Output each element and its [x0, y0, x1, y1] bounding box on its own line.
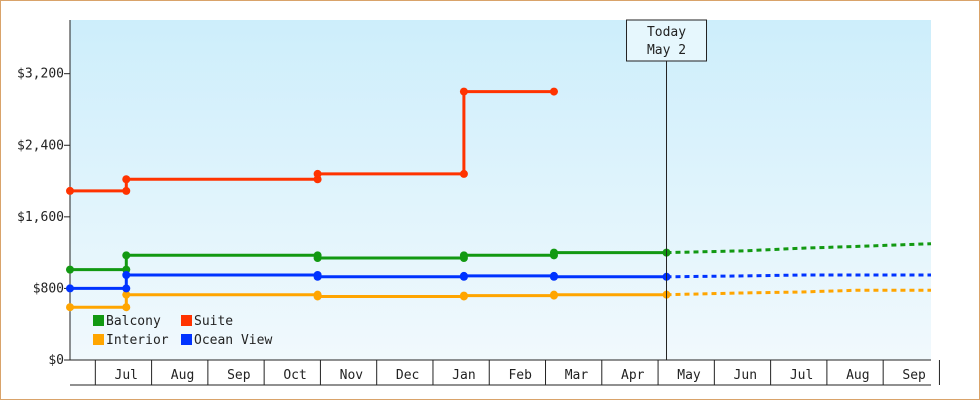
series-forecast-line: [666, 242, 932, 255]
series-point: [122, 290, 131, 299]
today-date: May 2: [647, 43, 686, 58]
series-point: [459, 271, 468, 280]
plot-area: [70, 20, 931, 360]
y-tick-label: $3,200: [17, 67, 64, 82]
month-label: Dec: [396, 368, 419, 383]
month-label: May: [677, 368, 701, 383]
series-point: [313, 169, 322, 178]
legend-swatch: [93, 334, 104, 345]
series-point: [459, 87, 468, 96]
series-point: [122, 251, 131, 260]
series-ocean-view: [66, 271, 931, 293]
month-label: Apr: [621, 368, 645, 383]
series-forecast-line: [666, 288, 931, 297]
series-point: [313, 292, 322, 301]
series-point: [122, 271, 131, 279]
today-box: [626, 19, 708, 62]
series-point: [122, 175, 131, 184]
series-point: [122, 186, 131, 195]
series-forecast-line: [666, 273, 931, 279]
series-point: [122, 303, 131, 312]
series-suite: [66, 87, 558, 195]
today-label: Today: [647, 25, 686, 40]
series-point: [459, 291, 468, 300]
legend-item: Suite: [181, 314, 233, 329]
series-point: [549, 272, 558, 281]
series-point: [549, 290, 558, 299]
month-label: Jul: [115, 368, 138, 383]
y-tick-label: $800: [33, 281, 64, 296]
legend-label: Suite: [194, 314, 233, 329]
month-label: Aug: [846, 368, 869, 383]
month-label: Oct: [283, 368, 306, 383]
legend-label: Balcony: [106, 314, 161, 329]
series-point: [66, 265, 74, 274]
y-tick-label: $1,600: [17, 210, 64, 225]
series-interior: [66, 288, 931, 312]
month-label: Aug: [171, 368, 194, 383]
series-point: [66, 284, 74, 293]
month-label: Mar: [565, 368, 589, 383]
legend-label: Ocean View: [194, 333, 272, 348]
series-point: [313, 272, 322, 281]
legend-swatch: [93, 315, 104, 326]
month-label: Jun: [734, 368, 757, 383]
y-tick-label: $2,400: [17, 138, 64, 153]
legend-item: Balcony: [93, 314, 161, 329]
month-label: Feb: [508, 368, 532, 383]
month-label: Sep: [227, 368, 251, 383]
month-label: Nov: [340, 368, 364, 383]
series-point: [122, 284, 131, 293]
series-point: [66, 186, 74, 195]
series-point: [459, 169, 468, 178]
legend-swatch: [181, 334, 192, 345]
month-label: Sep: [902, 368, 926, 383]
month-label: Jan: [452, 368, 475, 383]
series-point: [459, 251, 468, 260]
series-point: [313, 254, 322, 262]
series-point: [66, 303, 74, 312]
month-label: Jul: [790, 368, 813, 383]
legend-label: Interior: [106, 333, 169, 348]
legend-item: Ocean View: [181, 333, 272, 348]
y-tick-label: $0: [48, 353, 64, 368]
legend-item: Interior: [93, 333, 169, 348]
legend-swatch: [181, 315, 192, 326]
series-point: [549, 248, 558, 257]
series-point: [549, 87, 558, 96]
